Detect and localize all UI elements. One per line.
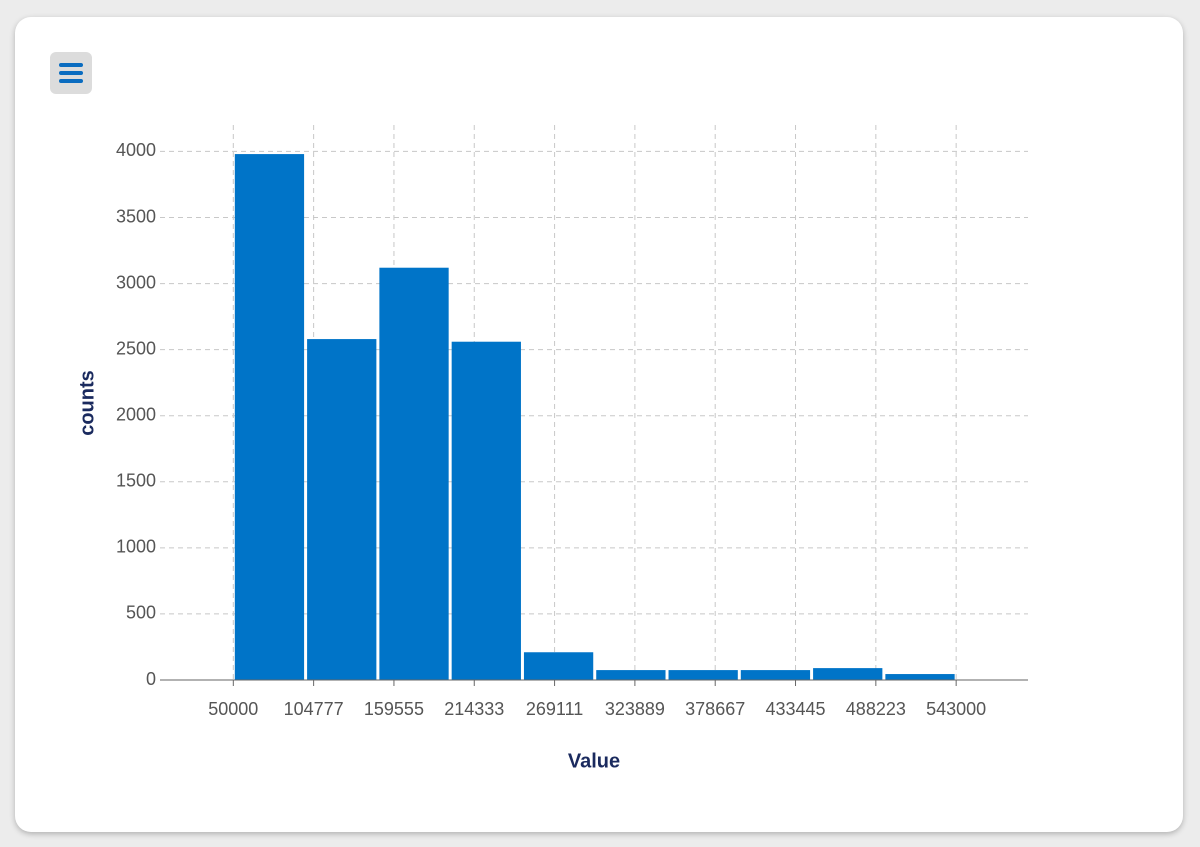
y-tick-label: 4000 (116, 140, 156, 160)
menu-line (59, 79, 83, 83)
bar (596, 670, 666, 680)
y-axis-label: counts (76, 370, 98, 436)
bar (234, 154, 305, 681)
x-tick-label: 159555 (364, 699, 424, 719)
bar (813, 668, 883, 680)
menu-button[interactable] (50, 52, 92, 94)
bar (451, 341, 521, 680)
bar (668, 670, 738, 680)
x-tick-label: 323889 (605, 699, 665, 719)
x-tick-label: 214333 (444, 699, 504, 719)
x-tick-label: 378667 (685, 699, 745, 719)
y-tick-label: 1500 (116, 471, 156, 491)
bar (885, 674, 955, 680)
menu-line (59, 63, 83, 67)
bar (379, 267, 449, 680)
x-tick-label: 50000 (208, 699, 258, 719)
x-tick-label: 104777 (284, 699, 344, 719)
menu-line (59, 71, 83, 75)
x-tick-label: 488223 (846, 699, 906, 719)
x-tick-label: 269111 (526, 699, 583, 719)
y-tick-label: 0 (146, 669, 156, 689)
x-tick-label: 433445 (765, 699, 825, 719)
x-axis-label: Value (568, 750, 620, 772)
y-tick-label: 500 (126, 603, 156, 623)
y-tick-label: 1000 (116, 537, 156, 557)
card (15, 17, 1183, 832)
y-tick-label: 2000 (116, 404, 156, 424)
y-tick-label: 2500 (116, 338, 156, 358)
y-tick-label: 3000 (116, 272, 156, 292)
y-tick-label: 3500 (116, 206, 156, 226)
bar (307, 339, 377, 680)
bar (740, 670, 811, 680)
x-tick-label: 543000 (926, 699, 986, 719)
bar (523, 652, 594, 680)
